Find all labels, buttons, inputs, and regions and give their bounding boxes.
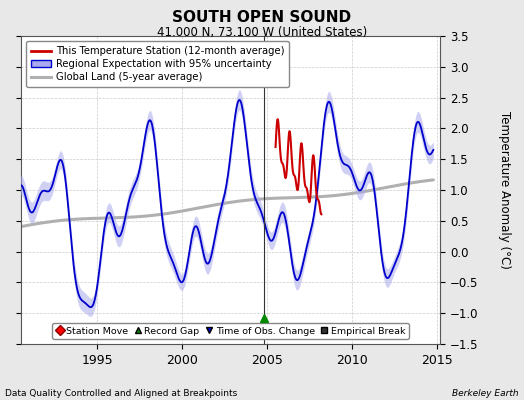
Legend: Station Move, Record Gap, Time of Obs. Change, Empirical Break: Station Move, Record Gap, Time of Obs. C… xyxy=(52,323,409,339)
Text: 41.000 N, 73.100 W (United States): 41.000 N, 73.100 W (United States) xyxy=(157,26,367,39)
Y-axis label: Temperature Anomaly (°C): Temperature Anomaly (°C) xyxy=(498,111,511,269)
Text: SOUTH OPEN SOUND: SOUTH OPEN SOUND xyxy=(172,10,352,25)
Text: Data Quality Controlled and Aligned at Breakpoints: Data Quality Controlled and Aligned at B… xyxy=(5,389,237,398)
Text: Berkeley Earth: Berkeley Earth xyxy=(452,389,519,398)
